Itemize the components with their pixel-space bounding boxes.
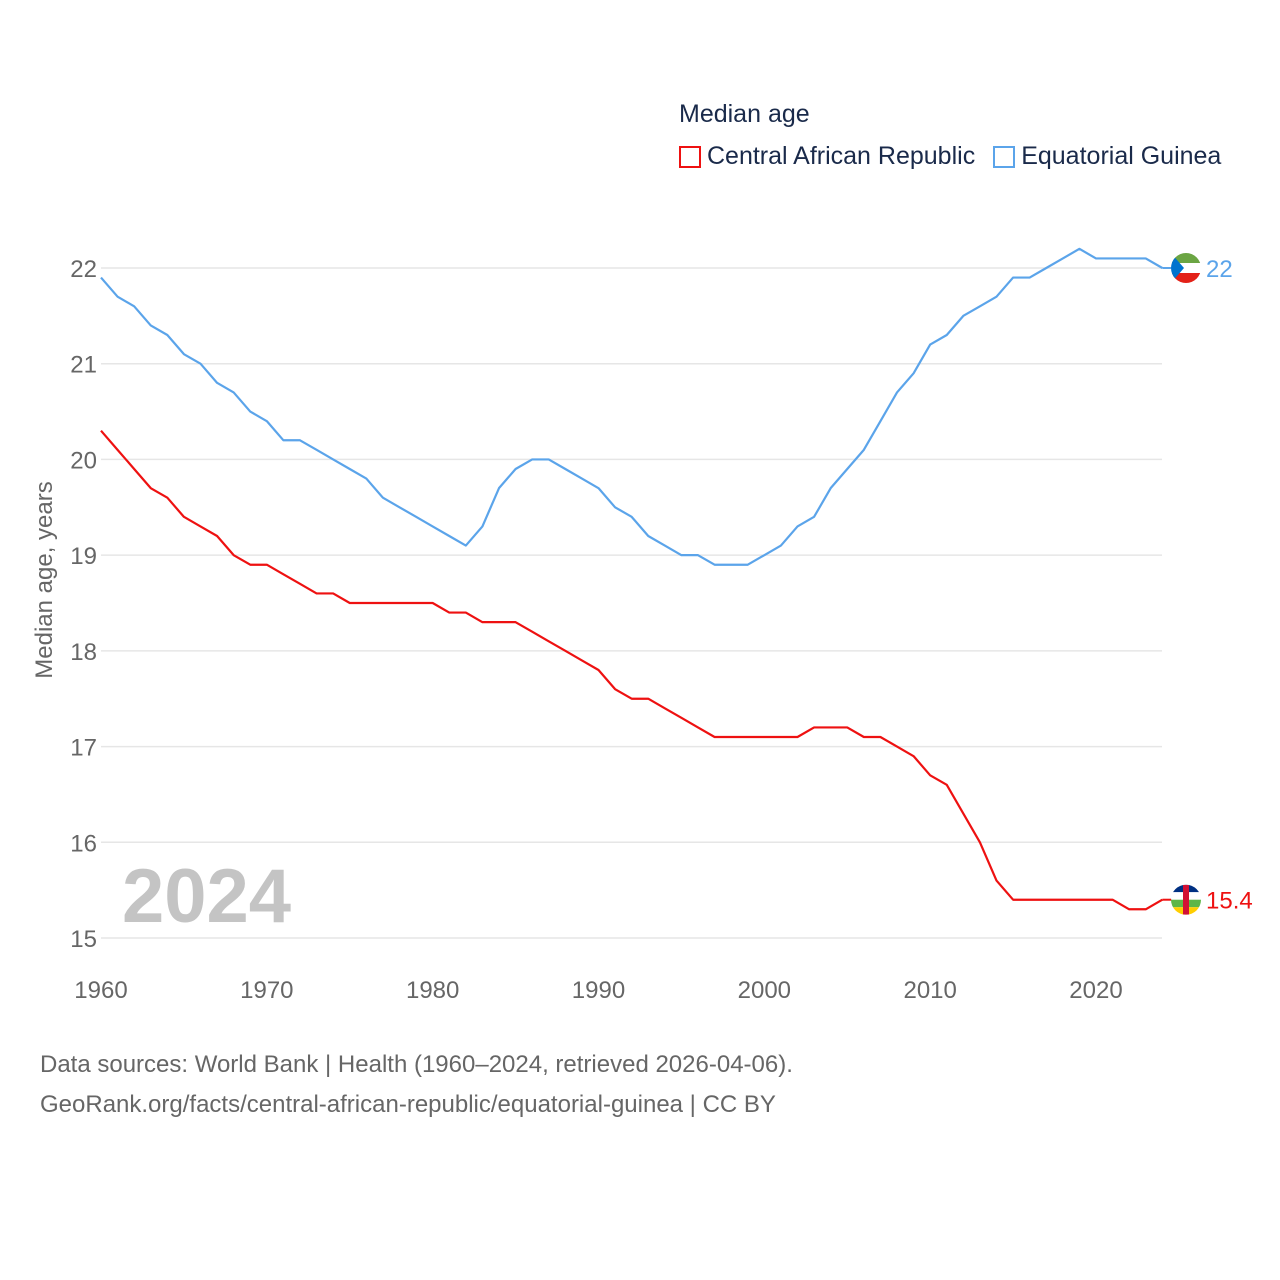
y-tick-label: 21 — [70, 352, 97, 379]
end-value-label: 15.4 — [1206, 888, 1253, 915]
footer: Data sources: World Bank | Health (1960–… — [40, 1045, 793, 1125]
source-link[interactable]: GeoRank.org/facts/central-african-republ… — [40, 1091, 776, 1118]
legend-item-car[interactable]: Central African Republic — [679, 142, 975, 171]
series-line-equatorial-guinea — [100, 247, 1163, 566]
legend-label: Central African Republic — [707, 142, 976, 170]
y-tick-label: 19 — [70, 543, 97, 570]
legend-title: Median age — [679, 100, 810, 128]
legend: Central African Republic Equatorial Guin… — [679, 142, 1221, 171]
x-tick-label: 1960 — [74, 977, 127, 1004]
y-tick-label: 16 — [70, 830, 97, 857]
data-source-text: Data sources: World Bank | Health (1960–… — [40, 1051, 793, 1078]
legend-label: Equatorial Guinea — [1021, 142, 1222, 170]
y-tick-label: 22 — [70, 256, 97, 283]
y-tick-label: 15 — [70, 926, 97, 953]
legend-swatch — [993, 145, 1016, 168]
y-tick-label: 20 — [70, 447, 97, 474]
y-axis-label: Median age, years — [31, 481, 58, 678]
x-tick-label: 2000 — [738, 977, 791, 1004]
flag-central-african-republic-icon — [1171, 884, 1201, 915]
x-tick-label: 2020 — [1069, 977, 1122, 1004]
year-watermark: 2024 — [122, 854, 291, 939]
legend-swatch — [679, 145, 701, 168]
x-tick-label: 1990 — [572, 977, 625, 1004]
y-tick-label: 18 — [70, 639, 97, 666]
x-tick-label: 1980 — [406, 977, 459, 1004]
end-value-label: 22 — [1206, 256, 1233, 283]
x-tick-label: 2010 — [903, 977, 956, 1004]
flag-equatorial-guinea-icon — [1171, 253, 1201, 283]
y-tick-label: 17 — [70, 735, 97, 762]
series-line-central-african-republic — [100, 429, 1163, 911]
legend-item-eg[interactable]: Equatorial Guinea — [993, 142, 1221, 171]
x-tick-label: 1970 — [240, 977, 293, 1004]
